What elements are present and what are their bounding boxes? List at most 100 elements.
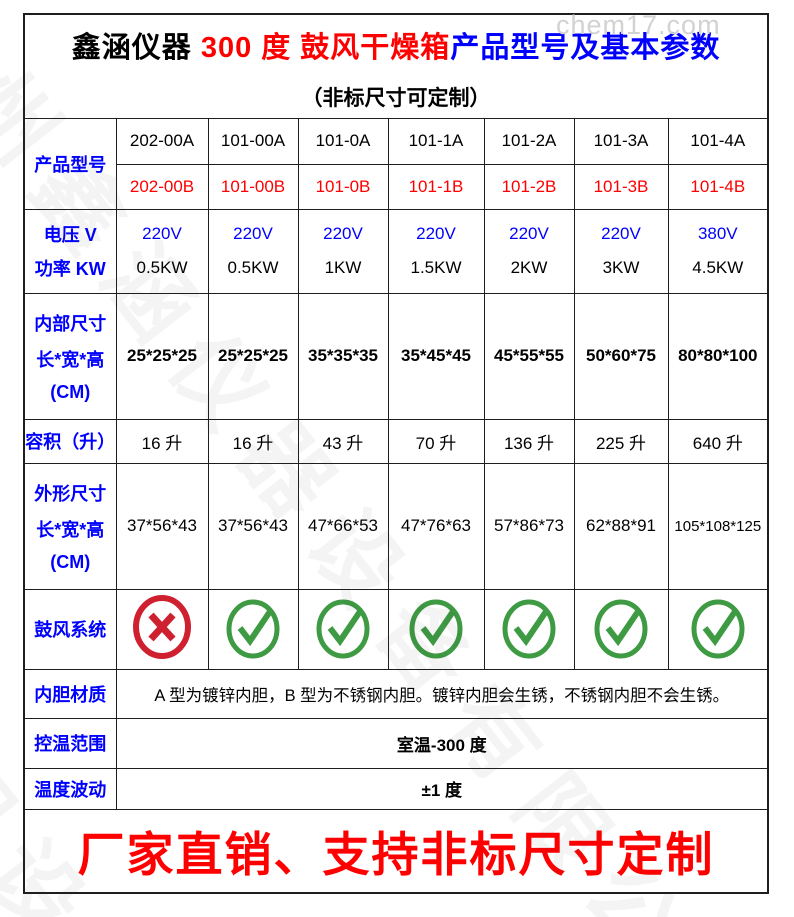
- row-label-voltage-power: 电压 V 功率 KW: [23, 208, 117, 294]
- blower-status-cell: [115, 588, 209, 670]
- check-circle-icon: [501, 595, 557, 659]
- outer-size-cell: 62*88*91: [573, 462, 669, 590]
- model-b-cell: 101-2B: [483, 163, 575, 210]
- voltage-value: 220V: [233, 224, 273, 244]
- voltage-power-cell: 220V 0.5KW: [115, 208, 209, 294]
- row-label-model: 产品型号: [23, 117, 117, 210]
- row-label-outer-size: 外形尺寸 长*宽*高 (CM): [23, 462, 117, 590]
- model-a-cell: 101-3A: [573, 117, 669, 165]
- liner-material-row: 内胆材质 A 型为镀锌内胆，B 型为不锈钢内胆。镀锌内胆会生锈，不锈钢内胆不会生…: [23, 668, 769, 719]
- volume-cell: 70 升: [387, 418, 485, 464]
- inner-size-row: 内部尺寸 长*宽*高 (CM) 25*25*25 25*25*25 35*35*…: [23, 292, 769, 420]
- outer-size-cell: 37*56*43: [115, 462, 209, 590]
- power-value: 1KW: [324, 257, 362, 277]
- model-b-cell: 101-0B: [297, 163, 389, 210]
- power-label: 功率 KW: [34, 258, 106, 279]
- liner-material-cell: A 型为镀锌内胆，B 型为不锈钢内胆。镀锌内胆会生锈，不锈钢内胆不会生锈。: [115, 668, 769, 719]
- model-row-b: 202-00B 101-00B 101-0B 101-1B 101-2B 101…: [24, 163, 769, 210]
- temp-fluctuation-row: 温度波动 ±1 度: [23, 767, 769, 810]
- model-a-cell: 101-4A: [667, 117, 769, 165]
- power-value: 3KW: [602, 257, 640, 277]
- blower-status-cell: [387, 588, 485, 670]
- banner-row: 厂家直销、支持非标尺寸定制: [23, 808, 769, 894]
- row-label-liner: 内胆材质: [23, 668, 117, 719]
- model-a-cell: 101-2A: [483, 117, 575, 165]
- voltage-label: 电压 V: [43, 225, 97, 246]
- spec-table: 鑫涵仪器 300 度 鼓风干燥箱产品型号及基本参数 （非标尺寸可定制） 产品型号…: [23, 13, 770, 894]
- voltage-power-cell: 220V 3KW: [573, 208, 669, 294]
- volume-cell: 225 升: [573, 418, 669, 464]
- check-circle-icon: [225, 595, 281, 659]
- outer-size-label-2: 长*宽*高: [36, 519, 105, 540]
- model-a-cell: 202-00A: [115, 117, 209, 165]
- volume-row: 容积（升） 16 升 16 升 43 升 70 升 136 升 225 升 64…: [23, 418, 769, 464]
- inner-size-label-1: 内部尺寸: [34, 313, 107, 334]
- voltage-power-cell: 220V 0.5KW: [207, 208, 299, 294]
- model-b-cell: 101-1B: [387, 163, 485, 210]
- temp-range-value: 室温-300 度: [115, 717, 769, 769]
- volume-cell: 16 升: [207, 418, 299, 464]
- banner-cell: 厂家直销、支持非标尺寸定制: [23, 808, 769, 894]
- blower-system-row: 鼓风系统: [23, 588, 769, 670]
- model-a-cell: 101-00A: [207, 117, 299, 165]
- fluctuation-value: ±1 度: [115, 767, 769, 810]
- voltage-power-cell: 220V 1.5KW: [387, 208, 485, 294]
- model-row-a: 产品型号 202-00A 101-00A 101-0A 101-1A 101-2…: [23, 117, 769, 210]
- outer-size-cell: 105*108*125: [667, 462, 769, 590]
- row-label-temp-range: 控温范围: [23, 717, 117, 769]
- inner-size-label-3: (CM): [50, 381, 91, 402]
- check-circle-icon: [690, 595, 746, 659]
- voltage-value: 380V: [697, 224, 738, 244]
- power-value: 4.5KW: [692, 257, 744, 277]
- voltage-value: 220V: [601, 224, 641, 244]
- row-label-volume: 容积（升）: [23, 418, 117, 464]
- blower-status-cell: [573, 588, 669, 670]
- model-b-cell: 101-3B: [573, 163, 669, 210]
- model-b-cell: 101-00B: [207, 163, 299, 210]
- voltage-power-cell: 220V 1KW: [297, 208, 389, 294]
- blower-status-cell: [297, 588, 389, 670]
- check-circle-icon: [408, 595, 464, 659]
- voltage-value: 220V: [323, 224, 363, 244]
- volume-cell: 640 升: [667, 418, 769, 464]
- power-value: 2KW: [510, 257, 548, 277]
- banner-text: 厂家直销、支持非标尺寸定制: [77, 828, 715, 882]
- inner-size-cell: 35*35*35: [297, 292, 389, 420]
- inner-size-cell: 35*45*45: [387, 292, 485, 420]
- blower-status-cell: [483, 588, 575, 670]
- outer-size-row: 外形尺寸 长*宽*高 (CM) 37*56*43 37*56*43 47*66*…: [23, 462, 769, 590]
- brand-text: 鑫涵仪器: [71, 32, 201, 65]
- inner-size-cell: 45*55*55: [483, 292, 575, 420]
- page-title: 鑫涵仪器 300 度 鼓风干燥箱产品型号及基本参数: [25, 24, 767, 66]
- power-value: 1.5KW: [410, 257, 462, 277]
- title-row: 鑫涵仪器 300 度 鼓风干燥箱产品型号及基本参数 （非标尺寸可定制）: [23, 13, 769, 119]
- row-label-fluctuation: 温度波动: [23, 767, 117, 810]
- outer-size-cell: 57*86*73: [483, 462, 575, 590]
- inner-size-cell: 80*80*100: [667, 292, 769, 420]
- cross-circle-icon: [132, 594, 192, 660]
- voltage-power-cell: 380V 4.5KW: [667, 208, 769, 294]
- voltage-value: 220V: [416, 224, 456, 244]
- model-a-cell: 101-1A: [387, 117, 485, 165]
- voltage-value: 220V: [142, 224, 182, 244]
- inner-size-cell: 50*60*75: [573, 292, 669, 420]
- voltage-power-cell: 220V 2KW: [483, 208, 575, 294]
- inner-size-cell: 25*25*25: [115, 292, 209, 420]
- voltage-value: 220V: [509, 224, 549, 244]
- inner-size-cell: 25*25*25: [207, 292, 299, 420]
- voltage-power-row: 电压 V 功率 KW 220V 0.5KW 220V 0.5KW 220V 1KW 2…: [23, 208, 769, 294]
- title-cell: 鑫涵仪器 300 度 鼓风干燥箱产品型号及基本参数 （非标尺寸可定制）: [23, 13, 769, 119]
- outer-size-label-1: 外形尺寸: [34, 483, 107, 504]
- power-value: 0.5KW: [136, 257, 188, 277]
- volume-cell: 136 升: [483, 418, 575, 464]
- model-a-cell: 101-0A: [297, 117, 389, 165]
- model-b-cell: 202-00B: [115, 163, 209, 210]
- product-highlight-text: 300 度 鼓风干燥箱: [200, 32, 451, 65]
- temp-range-row: 控温范围 室温-300 度: [23, 717, 769, 769]
- blower-status-cell: [667, 588, 769, 670]
- volume-cell: 43 升: [297, 418, 389, 464]
- model-b-cell: 101-4B: [667, 163, 769, 210]
- power-value: 0.5KW: [227, 257, 279, 277]
- outer-size-cell: 47*66*53: [297, 462, 389, 590]
